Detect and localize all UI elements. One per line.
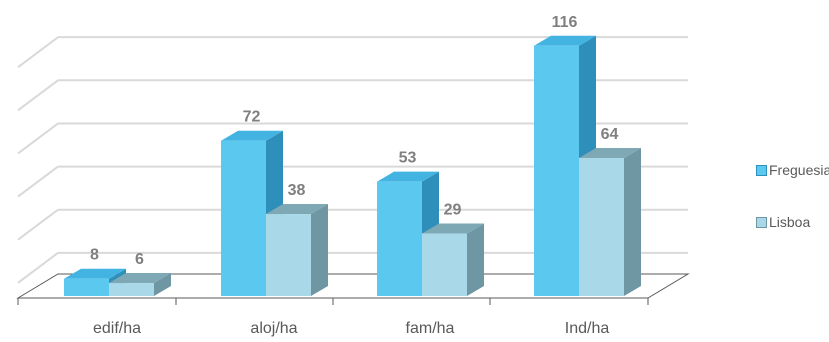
bars (64, 35, 641, 297)
bar-top (534, 35, 596, 46)
bar-lisboa-ind-ha (579, 147, 641, 296)
bar-front (579, 157, 624, 296)
gridline-side (17, 36, 59, 68)
bar-front (64, 278, 109, 296)
bar-side (311, 204, 328, 296)
data-label-freguesia-fam-ha: 53 (399, 150, 417, 167)
x-tick-label-ind-ha: Ind/ha (565, 320, 610, 337)
legend-swatch-lisboa (756, 217, 767, 228)
gridline-side (17, 165, 59, 198)
bar-lisboa-fam-ha (422, 223, 484, 296)
bar-front (266, 214, 311, 296)
bar-lisboa-edif-ha (109, 273, 171, 296)
x-tick-label-aloj-ha: aloj/ha (250, 320, 297, 337)
legend-item-freguesia: Freguesia (756, 162, 829, 180)
gridline-side (17, 79, 59, 112)
gridline-side (17, 252, 59, 284)
x-tick-label-fam-ha: fam/ha (406, 320, 455, 337)
x-tick-labels: edif/ha aloj/ha fam/ha Ind/ha (93, 320, 609, 337)
bar-side (154, 273, 171, 296)
x-axis (16, 273, 690, 305)
bar-top (221, 130, 283, 141)
data-label-lisboa-edif-ha: 6 (135, 251, 144, 268)
legend: Freguesia Lisboa (756, 162, 829, 266)
bar-lisboa-aloj-ha (266, 204, 328, 296)
data-label-lisboa-ind-ha: 64 (601, 126, 619, 143)
bar-front (221, 140, 266, 296)
gridline-side (17, 208, 59, 241)
bar-top (109, 273, 171, 284)
bar-front (377, 181, 422, 296)
bar-top (579, 147, 641, 158)
x-tick-label-edif-ha: edif/ha (93, 320, 141, 337)
bar-front (109, 283, 154, 296)
bar-top (64, 268, 126, 279)
data-label-freguesia-aloj-ha: 72 (243, 109, 261, 126)
data-label-freguesia-ind-ha: 116 (552, 14, 578, 31)
legend-label-freguesia: Freguesia (769, 162, 829, 178)
data-label-lisboa-aloj-ha: 38 (288, 182, 306, 199)
data-label-freguesia-edif-ha: 8 (90, 247, 99, 264)
legend-swatch-freguesia (756, 165, 767, 176)
bar-front (534, 45, 579, 297)
bar-top (422, 223, 484, 234)
bar-side (467, 223, 484, 296)
bar-top (377, 171, 439, 182)
bar-top (266, 204, 328, 215)
bar-front (422, 233, 467, 296)
bar-side (624, 147, 641, 296)
gridline-side (17, 122, 59, 155)
data-label-lisboa-fam-ha: 29 (444, 201, 462, 218)
legend-item-lisboa: Lisboa (756, 214, 829, 232)
legend-label-lisboa: Lisboa (769, 214, 811, 230)
data-labels: 8 6 72 38 53 29 116 64 (90, 14, 618, 268)
